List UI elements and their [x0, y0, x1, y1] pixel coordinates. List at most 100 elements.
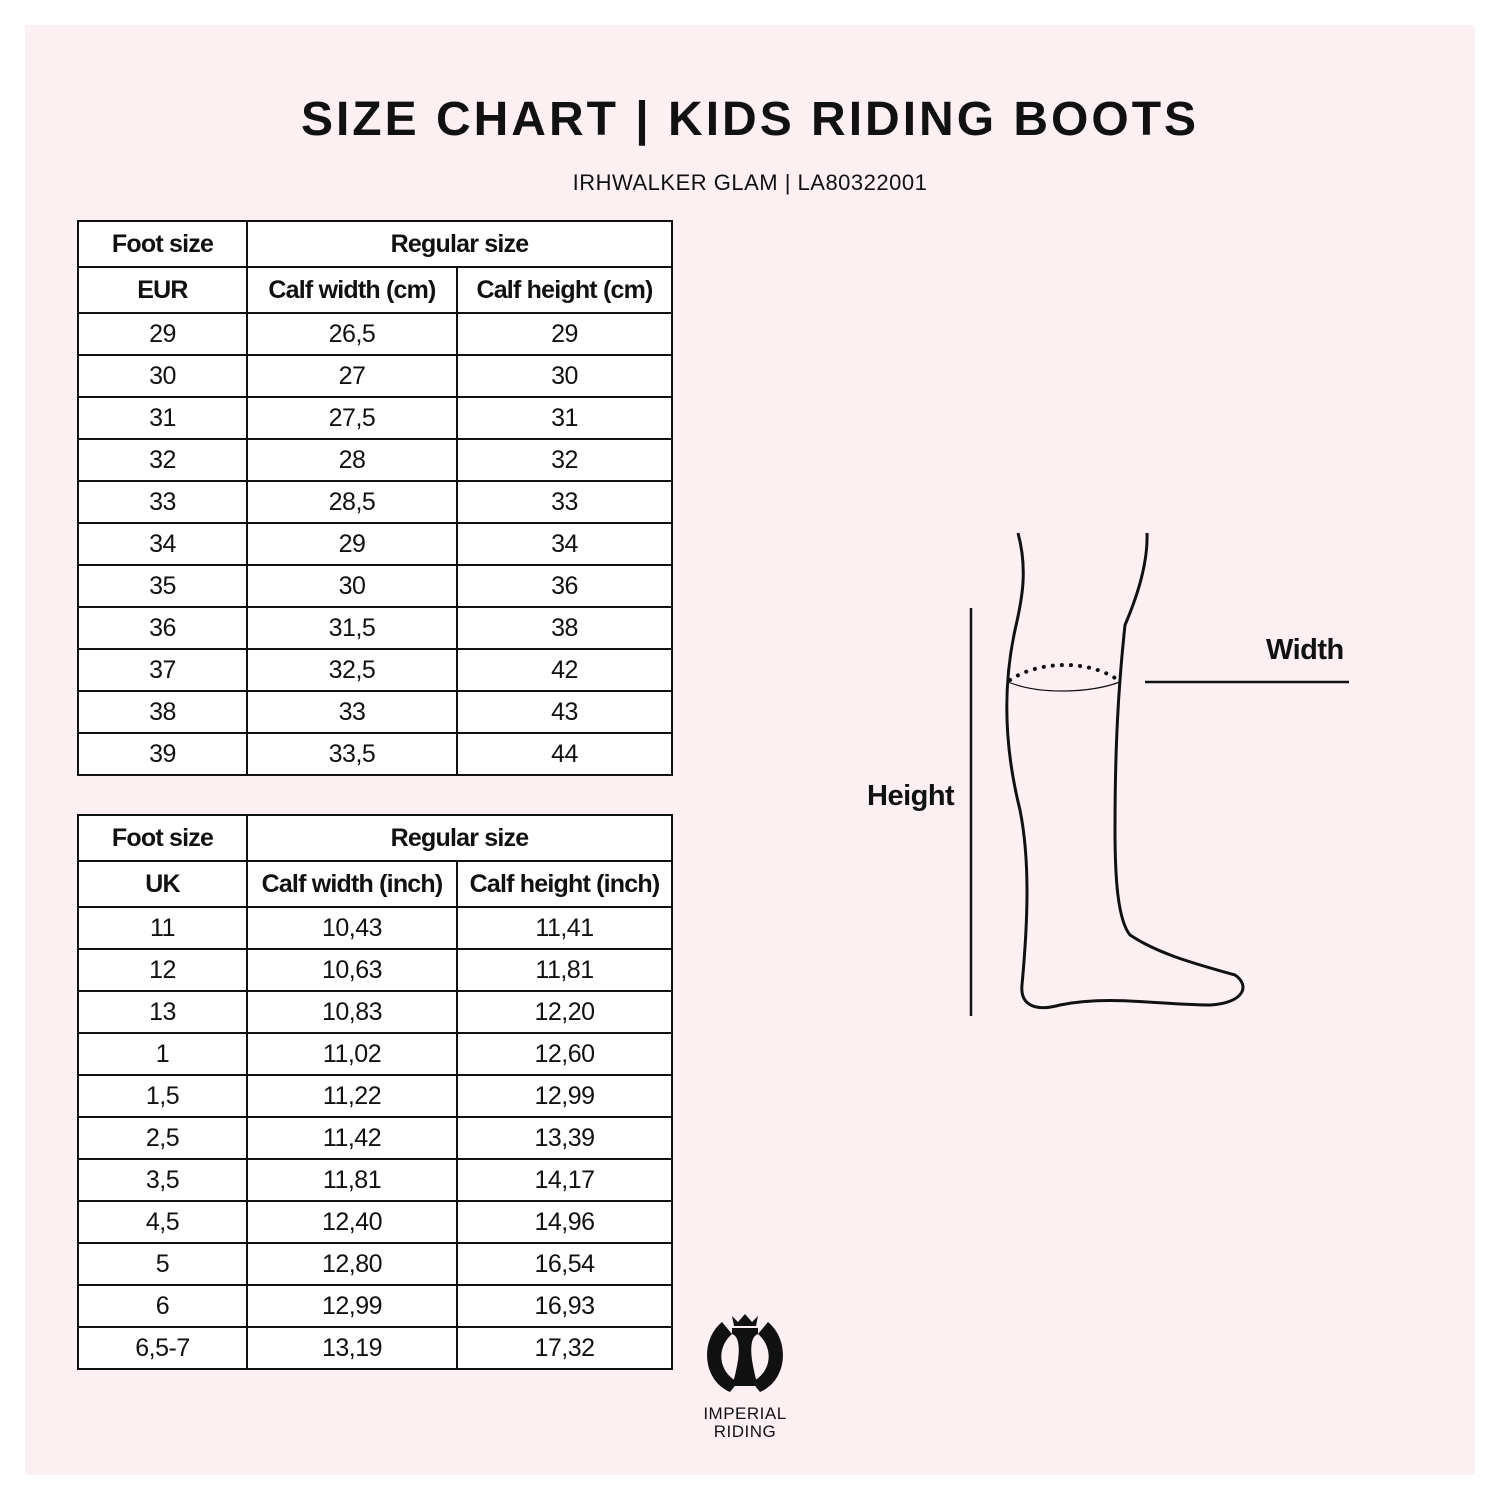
table-row: 33 28,5 33 — [77, 480, 673, 524]
calf-width-cell: 26,5 — [246, 312, 458, 356]
calf-height-cell: 43 — [456, 690, 673, 734]
calf-width-cell: 28,5 — [246, 480, 458, 524]
calf-height-cell: 29 — [456, 312, 673, 356]
header-calf-height: Calf height (inch) — [456, 860, 673, 908]
calf-height-cell: 12,20 — [456, 990, 673, 1034]
header-calf-width: Calf width (inch) — [246, 860, 458, 908]
foot-size-cell: 30 — [77, 354, 248, 398]
boot-diagram — [969, 532, 1349, 1016]
calf-width-cell: 10,63 — [246, 948, 458, 992]
table-row: 11 10,43 11,41 — [77, 906, 673, 950]
header-calf-width: Calf width (cm) — [246, 266, 458, 314]
table-row: 35 30 36 — [77, 564, 673, 608]
calf-height-cell: 31 — [456, 396, 673, 440]
calf-height-cell: 33 — [456, 480, 673, 524]
calf-width-cell: 10,43 — [246, 906, 458, 950]
calf-height-cell: 17,32 — [456, 1326, 673, 1370]
foot-size-cell: 38 — [77, 690, 248, 734]
foot-size-cell: 35 — [77, 564, 248, 608]
table-row: 6 12,99 16,93 — [77, 1284, 673, 1328]
calf-width-cell: 12,40 — [246, 1200, 458, 1244]
calf-height-cell: 44 — [456, 732, 673, 776]
header-foot-size: Foot size — [77, 814, 248, 862]
calf-height-cell: 32 — [456, 438, 673, 482]
calf-height-cell: 11,81 — [456, 948, 673, 992]
calf-width-cell: 30 — [246, 564, 458, 608]
calf-width-cell: 11,22 — [246, 1074, 458, 1118]
foot-size-cell: 6,5-7 — [77, 1326, 248, 1370]
size-table-eur: Foot size Regular size EUR Calf width (c… — [77, 220, 673, 776]
calf-height-cell: 30 — [456, 354, 673, 398]
calf-width-cell: 33,5 — [246, 732, 458, 776]
calf-height-cell: 12,60 — [456, 1032, 673, 1076]
table-row: 31 27,5 31 — [77, 396, 673, 440]
calf-width-cell: 11,81 — [246, 1158, 458, 1202]
foot-size-cell: 5 — [77, 1242, 248, 1286]
foot-size-cell: 6 — [77, 1284, 248, 1328]
foot-size-cell: 1 — [77, 1032, 248, 1076]
table-row: 1 11,02 12,60 — [77, 1032, 673, 1076]
calf-height-cell: 36 — [456, 564, 673, 608]
height-label: Height — [867, 780, 955, 812]
header-regular-size: Regular size — [246, 220, 673, 268]
product-subtitle: IRHWALKER GLAM | LA80322001 — [572, 170, 928, 195]
calf-height-cell: 16,54 — [456, 1242, 673, 1286]
calf-width-cell: 33 — [246, 690, 458, 734]
calf-width-cell: 10,83 — [246, 990, 458, 1034]
calf-width-cell: 13,19 — [246, 1326, 458, 1370]
table-row: 32 28 32 — [77, 438, 673, 482]
calf-height-cell: 11,41 — [456, 906, 673, 950]
calf-height-cell: 34 — [456, 522, 673, 566]
calf-height-cell: 12,99 — [456, 1074, 673, 1118]
foot-size-cell: 1,5 — [77, 1074, 248, 1118]
foot-size-cell: 11 — [77, 906, 248, 950]
foot-size-cell: 13 — [77, 990, 248, 1034]
foot-size-cell: 4,5 — [77, 1200, 248, 1244]
calf-width-cell: 12,80 — [246, 1242, 458, 1286]
table-row: 34 29 34 — [77, 522, 673, 566]
calf-height-cell: 13,39 — [456, 1116, 673, 1160]
calf-width-cell: 31,5 — [246, 606, 458, 650]
foot-size-cell: 32 — [77, 438, 248, 482]
foot-size-cell: 12 — [77, 948, 248, 992]
calf-height-cell: 38 — [456, 606, 673, 650]
logo-text-imperial: IMPERIAL — [703, 1404, 787, 1423]
table-row: 4,5 12,40 14,96 — [77, 1200, 673, 1244]
calf-width-cell: 11,42 — [246, 1116, 458, 1160]
table-row: 13 10,83 12,20 — [77, 990, 673, 1034]
foot-size-cell: 31 — [77, 396, 248, 440]
header-regular-size: Regular size — [246, 814, 673, 862]
foot-size-cell: 33 — [77, 480, 248, 524]
table-row: 2,5 11,42 13,39 — [77, 1116, 673, 1160]
calf-width-cell: 11,02 — [246, 1032, 458, 1076]
calf-height-cell: 16,93 — [456, 1284, 673, 1328]
table-row: 1,5 11,22 12,99 — [77, 1074, 673, 1118]
calf-width-cell: 27 — [246, 354, 458, 398]
calf-width-cell: 29 — [246, 522, 458, 566]
calf-height-cell: 14,17 — [456, 1158, 673, 1202]
calf-height-cell: 42 — [456, 648, 673, 692]
table-row: 30 27 30 — [77, 354, 673, 398]
boot-outline-icon — [1005, 532, 1245, 1010]
foot-size-cell: 37 — [77, 648, 248, 692]
calf-height-cell: 14,96 — [456, 1200, 673, 1244]
header-uk: UK — [77, 860, 248, 908]
calf-width-cell: 28 — [246, 438, 458, 482]
table-row: 37 32,5 42 — [77, 648, 673, 692]
table-row: 12 10,63 11,81 — [77, 948, 673, 992]
calf-width-curve — [1007, 681, 1121, 692]
calf-width-cell: 12,99 — [246, 1284, 458, 1328]
foot-size-cell: 2,5 — [77, 1116, 248, 1160]
table-row: 5 12,80 16,54 — [77, 1242, 673, 1286]
page-title: SIZE CHART | KIDS RIDING BOOTS — [300, 93, 1200, 146]
table-row: 6,5-7 13,19 17,32 — [77, 1326, 673, 1370]
table-row: 38 33 43 — [77, 690, 673, 734]
header-eur: EUR — [77, 266, 248, 314]
header-foot-size: Foot size — [77, 220, 248, 268]
size-table-uk: Foot size Regular size UK Calf width (in… — [77, 814, 673, 1370]
foot-size-cell: 39 — [77, 732, 248, 776]
calf-width-dots — [1008, 663, 1120, 682]
width-label: Width — [1266, 634, 1344, 666]
foot-size-cell: 36 — [77, 606, 248, 650]
imperial-riding-logo: IMPERIAL RIDING — [680, 1310, 810, 1441]
